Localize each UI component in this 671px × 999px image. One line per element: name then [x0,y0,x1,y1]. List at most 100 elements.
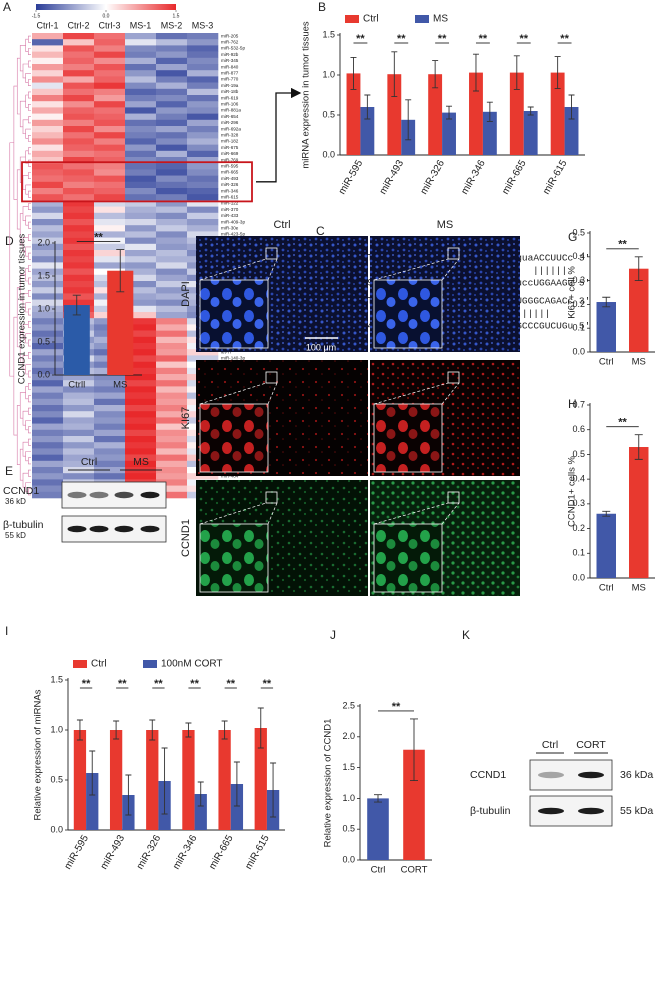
bar [442,112,456,155]
heatmap-cell [94,76,126,83]
heatmap-cell [156,423,188,431]
x-tick-label: miR-615 [541,158,570,197]
heatmap-cell [187,349,219,356]
heatmap-cell [63,256,95,263]
heatmap-cell [125,219,157,226]
heatmap-cell [32,243,64,251]
roi-box [265,491,278,504]
heatmap-cell [94,33,126,40]
heatmap-cell [94,51,126,59]
heatmap-cell [94,101,126,108]
row-label: miR-346 [221,188,239,193]
heatmap-cell [63,374,95,381]
heatmap-cell [94,163,126,170]
row-label: miR-762 [221,40,239,45]
heatmap-cell [156,95,188,102]
heatmap-cell [94,250,126,257]
heatmap-cell [125,336,157,344]
error-bar [602,296,611,308]
heatmap-cell [156,107,188,114]
dendrogram [28,277,31,285]
heatmap-cell [125,95,157,102]
heatmap-cell [156,460,188,468]
dendrogram [28,234,31,241]
heatmap-cell [32,324,64,331]
heatmap-cell [32,107,64,114]
panel-label: H [568,397,577,411]
heatmap-cell [63,225,95,232]
lane-label: CORT [576,739,606,751]
heatmap-cell [187,132,219,139]
heatmap-cell [187,88,219,96]
y-axis-label: CCND1 expression in tumor tissues [17,234,28,385]
heatmap-cell [63,181,95,189]
protein-label: CCND1 [3,485,39,497]
heatmap-cell [125,454,157,462]
significance-label: ** [154,678,163,690]
row-label: miR-493 [221,176,239,181]
heatmap-cell [32,200,64,207]
heatmap-cell [94,70,126,77]
dendrogram [28,35,31,43]
colorbar [36,4,176,10]
zoom-line [199,258,278,281]
row-label: miR-619 [221,95,239,100]
bar [367,798,389,860]
heatmap-cell [125,194,157,201]
y-tick-label: 0.0 [37,369,50,379]
heatmap-cell [125,101,157,108]
dendrogram [28,339,31,347]
heatmap-cell [125,398,157,406]
heatmap-cell [32,33,64,40]
dendrogram [9,142,14,377]
significance-label: ** [263,678,272,690]
error-bar [364,94,371,120]
heatmap-cell [32,467,64,474]
heatmap-cell [156,442,188,449]
dendrogram [28,370,31,378]
bar [73,730,87,830]
bar [86,773,99,830]
heatmap-cell [63,398,95,406]
heatmap-cell [32,287,64,294]
row-label: miR-370 [221,207,239,212]
heatmap-cell [94,442,126,449]
heatmap-cell [125,274,157,282]
bar [346,73,361,155]
row-label: miR-615 [221,195,239,200]
heatmap-cell [32,386,64,393]
heatmap-cell [94,436,126,443]
row-label: miR-92b [221,52,239,57]
heatmap-cell [156,262,188,269]
heatmap-cell [187,181,219,189]
row-label: miR-345 [221,58,239,63]
bar [596,302,616,352]
heatmap-cell [125,299,157,307]
heatmap-cell [156,349,188,356]
x-tick-label: Ctrl [599,583,614,594]
heatmap-cell [63,157,95,164]
row-label: miR-484 [221,474,239,479]
heatmap-cell [32,194,64,201]
heatmap-cell [32,219,64,226]
protein-label: β-tubulin [3,519,44,531]
heatmap-cell [125,39,157,46]
heatmap-cell [156,281,188,288]
y-tick-label: 0.1 [572,323,585,333]
heatmap-cell [125,386,157,393]
colorbar-tick-label: -1.5 [32,13,41,19]
heatmap-cell [63,126,95,133]
heatmap-cell [156,175,188,183]
panel-label: A [3,0,11,14]
y-tick-label: 0.5 [572,449,585,459]
heatmap-cell [125,281,157,288]
roi-box [265,247,278,260]
heatmap-cell [63,212,95,220]
bar [629,447,649,578]
heatmap-cell [156,355,188,362]
heatmap-cell [63,380,95,387]
colorbar-tick-label: 1.5 [173,13,180,19]
error-bar [257,707,264,749]
heatmap-cell [125,380,157,387]
heatmap-cell [32,448,64,455]
